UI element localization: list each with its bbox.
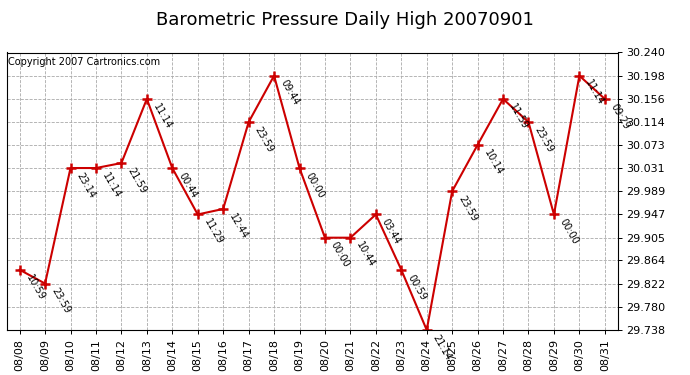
- Text: 21:14: 21:14: [431, 333, 453, 362]
- Text: 00:00: 00:00: [329, 240, 352, 270]
- Text: 11:29: 11:29: [202, 217, 224, 246]
- Text: Barometric Pressure Daily High 20070901: Barometric Pressure Daily High 20070901: [156, 11, 534, 29]
- Text: 11:14: 11:14: [100, 171, 123, 200]
- Text: 11:59: 11:59: [507, 102, 530, 131]
- Text: 11:14: 11:14: [584, 78, 606, 108]
- Text: 23:59: 23:59: [253, 125, 275, 154]
- Text: 00:00: 00:00: [558, 217, 581, 246]
- Text: 10:44: 10:44: [355, 240, 377, 270]
- Text: 09:44: 09:44: [278, 78, 301, 108]
- Text: 23:14: 23:14: [75, 171, 97, 200]
- Text: 23:59: 23:59: [456, 194, 479, 223]
- Text: 10:14: 10:14: [482, 148, 504, 177]
- Text: 00:59: 00:59: [406, 273, 428, 302]
- Text: 09:29: 09:29: [609, 102, 631, 131]
- Text: 00:00: 00:00: [304, 171, 326, 200]
- Text: 23:59: 23:59: [49, 286, 72, 316]
- Text: 23:59: 23:59: [533, 125, 555, 154]
- Text: 11:14: 11:14: [151, 102, 174, 131]
- Text: Copyright 2007 Cartronics.com: Copyright 2007 Cartronics.com: [8, 57, 160, 67]
- Text: 03:44: 03:44: [380, 217, 402, 246]
- Text: 12:44: 12:44: [227, 212, 250, 241]
- Text: 00:44: 00:44: [177, 171, 199, 200]
- Text: 21:59: 21:59: [126, 166, 148, 195]
- Text: 10:59: 10:59: [23, 273, 46, 302]
